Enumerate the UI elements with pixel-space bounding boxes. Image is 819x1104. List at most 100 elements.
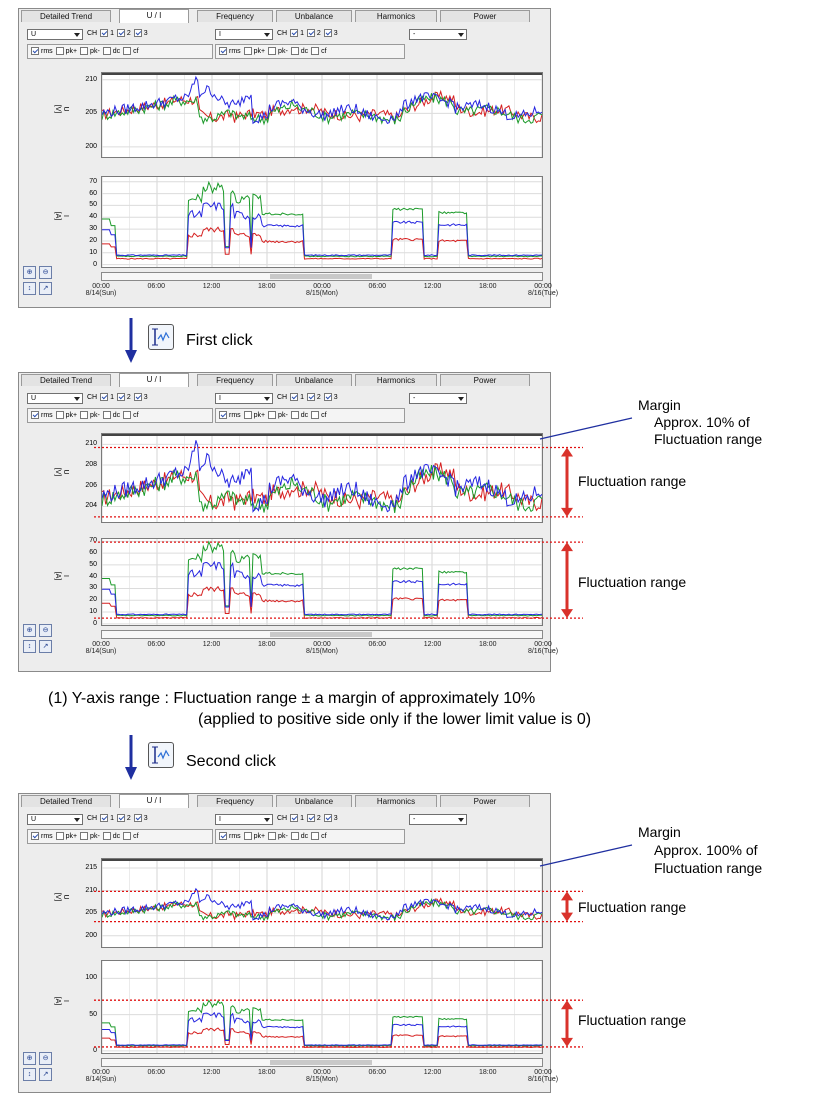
option-pkplus-checkbox[interactable] [243, 832, 252, 841]
quantity-select-left[interactable]: U [27, 29, 83, 40]
reset-range-icon[interactable]: ↗ [39, 282, 52, 295]
option-pkminus-checkbox[interactable] [268, 411, 277, 420]
channel-2-checkbox[interactable] [306, 29, 315, 38]
tab-unbalance[interactable]: Unbalance [276, 795, 352, 807]
scrollbar-thumb[interactable] [269, 274, 372, 279]
option-pkminus-checkbox[interactable] [80, 832, 89, 841]
option-cf-checkbox[interactable] [311, 47, 320, 56]
option-pkplus-checkbox[interactable] [55, 47, 64, 56]
time-scrollbar[interactable] [101, 630, 543, 639]
auto-range-icon[interactable]: ↕ [23, 282, 36, 295]
quantity-select-extra[interactable]: - [409, 814, 467, 825]
quantity-select-left[interactable]: U [27, 814, 83, 825]
channel-label: 2 [316, 394, 323, 401]
tab-u-i[interactable]: U / I [119, 794, 189, 808]
tab-detailed-trend[interactable]: Detailed Trend [21, 374, 111, 386]
tab-unbalance[interactable]: Unbalance [276, 374, 352, 386]
channel-1-checkbox[interactable] [290, 393, 299, 402]
channel-2-checkbox[interactable] [116, 814, 125, 823]
tab-frequency[interactable]: Frequency [197, 795, 273, 807]
option-pkplus-checkbox[interactable] [55, 411, 64, 420]
tab-power[interactable]: Power [440, 10, 530, 22]
option-rms-checkbox[interactable] [31, 47, 39, 56]
tab-u-i[interactable]: U / I [119, 373, 189, 387]
option-rms-checkbox[interactable] [31, 832, 39, 841]
tab-detailed-trend[interactable]: Detailed Trend [21, 795, 111, 807]
channel-3-checkbox[interactable] [323, 814, 332, 823]
option-dc-checkbox[interactable] [102, 411, 111, 420]
quantity-select-right[interactable]: I [215, 29, 273, 40]
zoom-out-icon[interactable]: ⊖ [39, 624, 52, 637]
current-plot[interactable] [101, 176, 543, 268]
tab-harmonics[interactable]: Harmonics [355, 10, 437, 22]
option-dc-checkbox[interactable] [290, 832, 299, 841]
option-cf-checkbox[interactable] [123, 47, 132, 56]
quantity-select-right[interactable]: I [215, 814, 273, 825]
option-pkminus-checkbox[interactable] [80, 411, 89, 420]
channel-3-checkbox[interactable] [133, 393, 142, 402]
time-scrollbar[interactable] [101, 1058, 543, 1067]
voltage-plot[interactable] [101, 858, 543, 948]
tab-detailed-trend[interactable]: Detailed Trend [21, 10, 111, 22]
reset-range-icon[interactable]: ↗ [39, 640, 52, 653]
quantity-select-extra[interactable]: - [409, 29, 467, 40]
option-cf-checkbox[interactable] [123, 832, 132, 841]
channel-3-checkbox[interactable] [323, 29, 332, 38]
option-pkminus-checkbox[interactable] [80, 47, 89, 56]
auto-range-icon[interactable]: ↕ [23, 1068, 36, 1081]
option-pkplus-checkbox[interactable] [55, 832, 64, 841]
auto-range-icon[interactable]: ↕ [23, 640, 36, 653]
channel-1-checkbox[interactable] [100, 393, 109, 402]
option-rms-checkbox[interactable] [31, 411, 39, 420]
channel-3-checkbox[interactable] [323, 393, 332, 402]
option-cf-checkbox[interactable] [311, 832, 320, 841]
tab-harmonics[interactable]: Harmonics [355, 374, 437, 386]
option-dc-checkbox[interactable] [102, 47, 111, 56]
current-plot[interactable] [101, 538, 543, 626]
channel-1-checkbox[interactable] [290, 814, 299, 823]
quantity-select-right[interactable]: I [215, 393, 273, 404]
option-pkplus-checkbox[interactable] [243, 47, 252, 56]
option-rms-checkbox[interactable] [219, 832, 227, 841]
option-dc-checkbox[interactable] [290, 47, 299, 56]
option-pkminus-checkbox[interactable] [268, 832, 277, 841]
tab-u-i[interactable]: U / I [119, 9, 189, 23]
tab-frequency[interactable]: Frequency [197, 374, 273, 386]
reset-range-icon[interactable]: ↗ [39, 1068, 52, 1081]
quantity-select-left[interactable]: U [27, 393, 83, 404]
time-scrollbar[interactable] [101, 272, 543, 281]
scrollbar-thumb[interactable] [269, 1060, 372, 1065]
voltage-plot[interactable] [101, 72, 543, 158]
option-cf-checkbox[interactable] [123, 411, 132, 420]
tab-frequency[interactable]: Frequency [197, 10, 273, 22]
zoom-out-icon[interactable]: ⊖ [39, 1052, 52, 1065]
zoom-in-icon[interactable]: ⊕ [23, 266, 36, 279]
option-dc-checkbox[interactable] [102, 832, 111, 841]
option-rms-checkbox[interactable] [219, 411, 227, 420]
option-pkplus-checkbox[interactable] [243, 411, 252, 420]
tab-harmonics[interactable]: Harmonics [355, 795, 437, 807]
zoom-out-icon[interactable]: ⊖ [39, 266, 52, 279]
zoom-in-icon[interactable]: ⊕ [23, 624, 36, 637]
option-rms-checkbox[interactable] [219, 47, 227, 56]
option-pkminus-checkbox[interactable] [268, 47, 277, 56]
channel-2-checkbox[interactable] [306, 393, 315, 402]
channel-3-checkbox[interactable] [133, 814, 142, 823]
tab-power[interactable]: Power [440, 795, 530, 807]
quantity-select-extra[interactable]: - [409, 393, 467, 404]
tab-unbalance[interactable]: Unbalance [276, 10, 352, 22]
option-dc-checkbox[interactable] [290, 411, 299, 420]
channel-2-checkbox[interactable] [116, 393, 125, 402]
channel-2-checkbox[interactable] [306, 814, 315, 823]
channel-1-checkbox[interactable] [290, 29, 299, 38]
scrollbar-thumb[interactable] [269, 632, 372, 637]
option-cf-checkbox[interactable] [311, 411, 320, 420]
channel-3-checkbox[interactable] [133, 29, 142, 38]
tab-power[interactable]: Power [440, 374, 530, 386]
y-tick-label: 204 [85, 502, 97, 510]
current-plot[interactable] [101, 960, 543, 1054]
channel-1-checkbox[interactable] [100, 29, 109, 38]
channel-1-checkbox[interactable] [100, 814, 109, 823]
channel-2-checkbox[interactable] [116, 29, 125, 38]
zoom-in-icon[interactable]: ⊕ [23, 1052, 36, 1065]
